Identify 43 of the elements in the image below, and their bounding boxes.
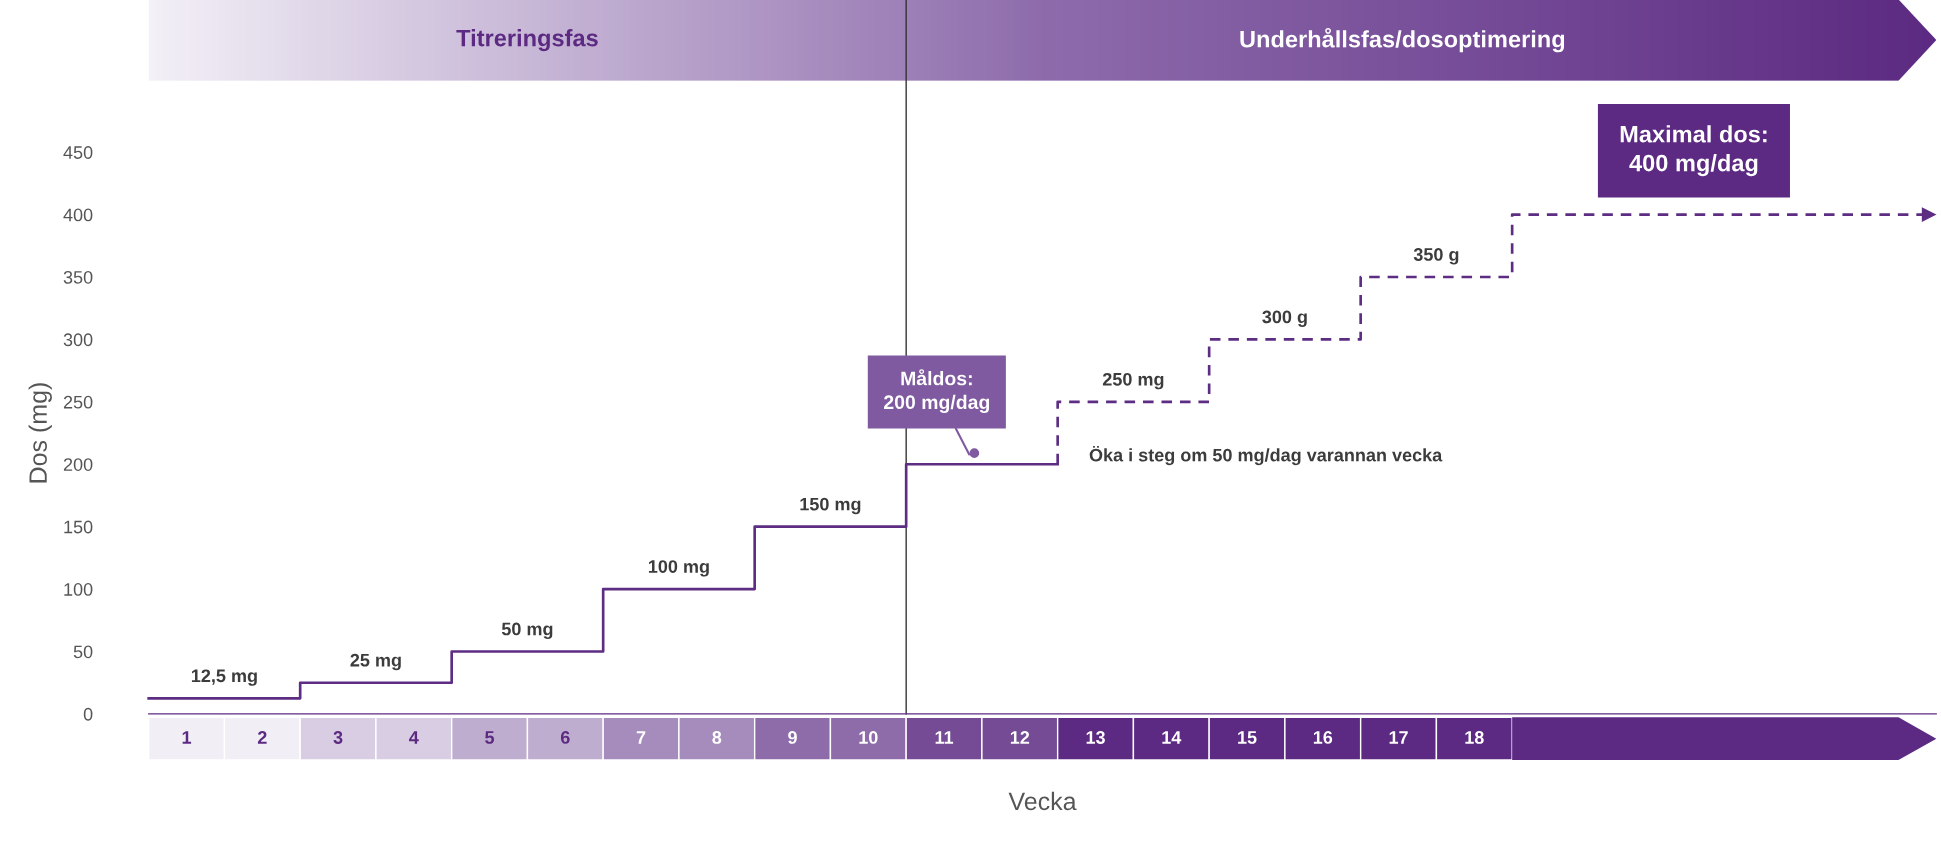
annotation: 150 mg xyxy=(800,497,861,515)
y-tick-label: 300 xyxy=(63,333,93,347)
y-tick-label: 150 xyxy=(64,520,93,534)
annotation: 250 mg xyxy=(1102,372,1164,390)
text: Underhållsfas/dosoptimering xyxy=(1240,27,1565,53)
x-tick-label: 11 xyxy=(935,731,954,744)
x-tick-label: 12 xyxy=(1010,731,1030,744)
x-tick-label: 2 xyxy=(257,731,267,744)
x-tick-label: 6 xyxy=(560,731,570,744)
x-tick-label: 17 xyxy=(1389,731,1408,744)
x-tick-label: 9 xyxy=(788,731,797,744)
annotation: 25 mg xyxy=(350,653,401,671)
y-tick-label: 200 xyxy=(63,458,93,471)
y-tick-label: 350 xyxy=(63,270,93,284)
x-tick-label: 7 xyxy=(636,731,646,744)
x-tick-label: 8 xyxy=(712,731,722,744)
annotation: 100 mg xyxy=(648,560,709,577)
x-tick-label: 10 xyxy=(859,731,878,744)
y-tick-label: 400 xyxy=(63,208,93,222)
annotation: Öka i steg om 50 mg/dag varannan vecka xyxy=(1089,445,1443,466)
x-axis-title: Vecka xyxy=(1008,791,1077,811)
text: Titreringsfas xyxy=(456,29,598,52)
annotation: 50 mg xyxy=(501,622,553,640)
x-tick-label: 1 xyxy=(182,731,192,744)
y-tick-label: 250 xyxy=(63,395,93,409)
annotation: Maximal dos: 400 mg/dag xyxy=(1620,125,1767,177)
y-tick-label: 50 xyxy=(73,645,93,659)
y-tick-label: 0 xyxy=(83,707,93,721)
x-tick-label: 3 xyxy=(333,731,343,744)
annotation: 350 g xyxy=(1413,248,1459,265)
annotation: Måldos: 200 mg/dag xyxy=(884,369,990,414)
x-tick-label: 15 xyxy=(1238,731,1257,744)
annotation: 300 g xyxy=(1262,310,1307,327)
x-tick-label: 18 xyxy=(1465,731,1484,744)
annotation: 12,5 mg xyxy=(191,669,257,686)
y-tick-label: 450 xyxy=(63,146,93,159)
y-axis-title: Dos (mg) xyxy=(28,383,52,483)
x-tick-label: 16 xyxy=(1313,731,1333,744)
x-tick-label: 13 xyxy=(1086,731,1105,744)
x-tick-label: 4 xyxy=(409,731,419,744)
x-tick-label: 14 xyxy=(1162,731,1182,744)
y-tick-label: 100 xyxy=(64,583,93,596)
x-tick-label: 5 xyxy=(485,731,495,744)
